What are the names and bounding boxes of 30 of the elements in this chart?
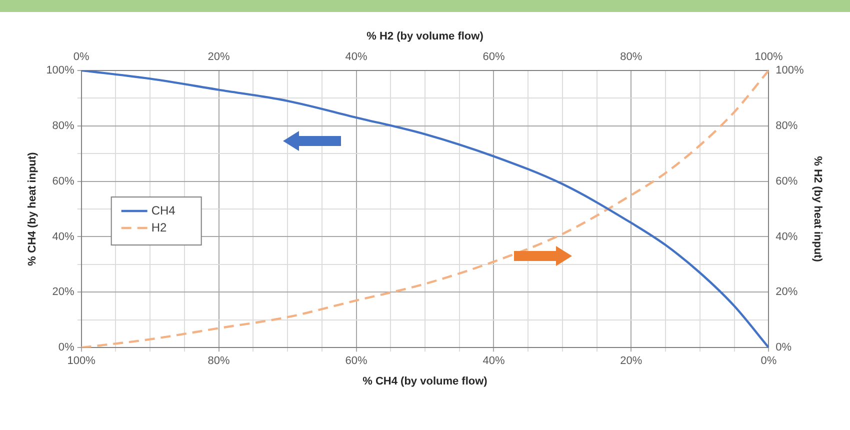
x2-tick-label: 100% (754, 50, 783, 63)
y-tick-label: 40% (52, 230, 75, 243)
y2-tick-label: 80% (776, 120, 798, 132)
y-axis-title: % CH4 (by heat input) (26, 152, 39, 266)
x-tick-label: 0% (760, 355, 777, 368)
x-tick-label: 100% (67, 355, 96, 368)
legend-label: H2 (151, 220, 167, 234)
x2-tick-label: 60% (482, 50, 505, 63)
y2-axis-title: % H2 (by heat input) (811, 156, 824, 262)
y-tick-label: 20% (52, 286, 75, 298)
x-tick-label: 80% (208, 355, 230, 368)
y-tick-label: 0% (58, 342, 75, 354)
y2-tick-label: 100% (776, 64, 804, 76)
y-tick-label: 80% (52, 120, 75, 132)
y2-tick-label: 60% (776, 175, 798, 188)
legend-label: CH4 (151, 203, 176, 218)
x-tick-label: 40% (482, 355, 505, 368)
y2-tick-label: 40% (776, 230, 798, 243)
x2-tick-label: 80% (620, 50, 642, 63)
x-tick-label: 60% (345, 355, 368, 368)
x2-axis-title: % H2 (by volume flow) (366, 30, 484, 43)
y-tick-label: 100% (46, 64, 75, 76)
x-tick-label: 20% (620, 355, 642, 368)
x2-tick-label: 20% (208, 50, 230, 63)
x-axis-title: % CH4 (by volume flow) (362, 375, 488, 388)
x2-tick-label: 40% (345, 50, 368, 63)
x2-tick-label: 0% (73, 50, 90, 63)
y-tick-label: 60% (52, 175, 75, 188)
y2-tick-label: 20% (776, 286, 798, 298)
y2-tick-label: 0% (776, 342, 792, 354)
